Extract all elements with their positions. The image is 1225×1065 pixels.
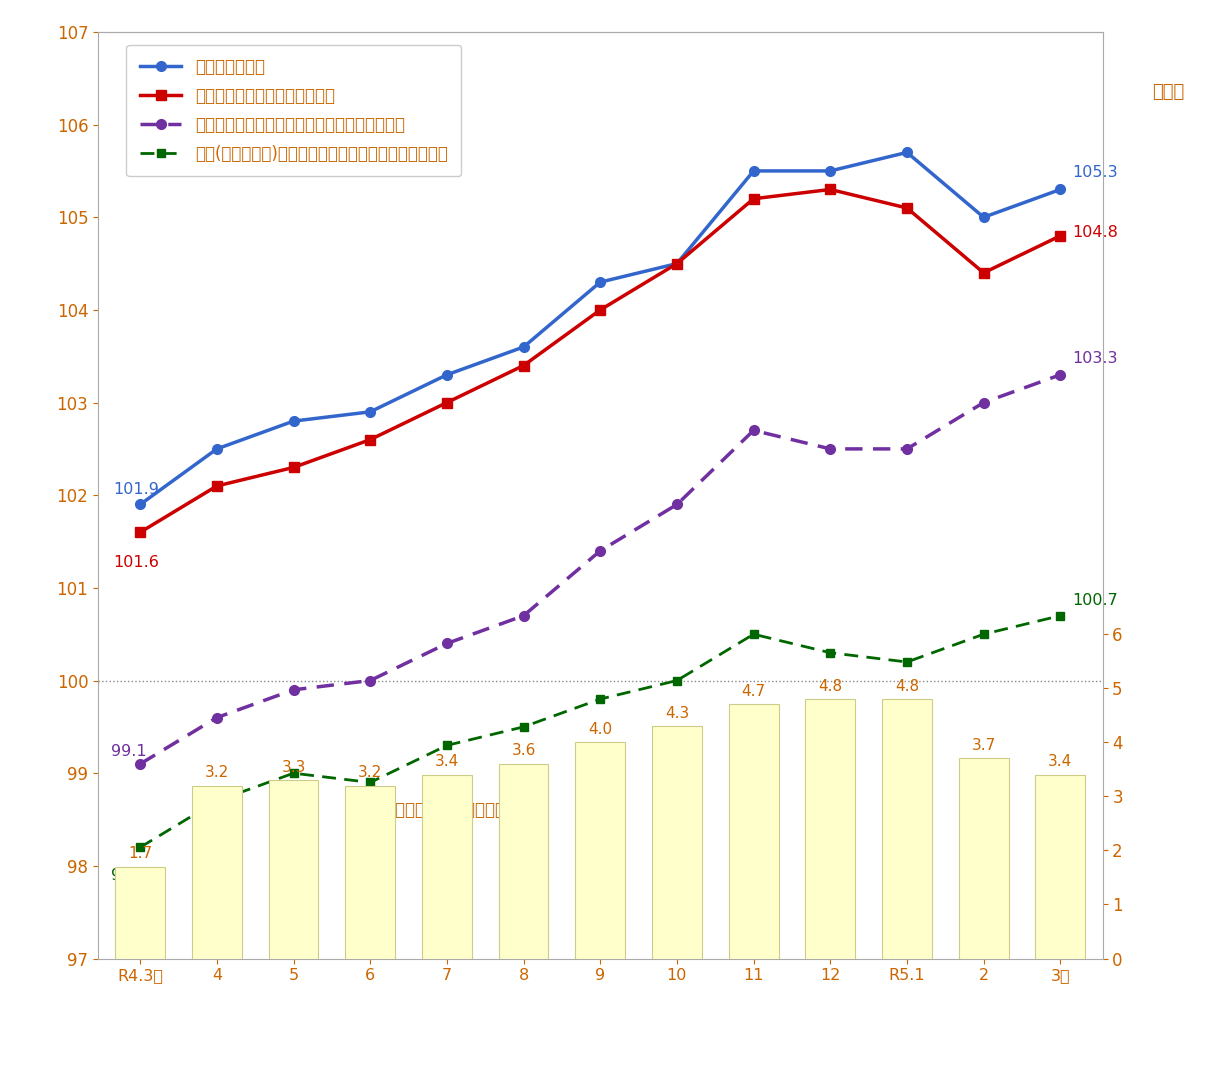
Y-axis label: （％）: （％） bbox=[1152, 83, 1183, 101]
Bar bbox=[268, 780, 318, 958]
Bar bbox=[882, 699, 932, 958]
Text: 3.7: 3.7 bbox=[971, 738, 996, 753]
Bar bbox=[652, 726, 702, 958]
Bar bbox=[345, 786, 396, 958]
Text: 4.8: 4.8 bbox=[818, 678, 843, 693]
Bar bbox=[576, 742, 625, 958]
Bar bbox=[421, 774, 472, 958]
Bar bbox=[192, 786, 241, 958]
Bar bbox=[959, 758, 1008, 958]
Text: 98.2: 98.2 bbox=[110, 868, 147, 883]
Text: 4.7: 4.7 bbox=[741, 684, 766, 699]
Bar bbox=[499, 764, 549, 959]
Text: 4.3: 4.3 bbox=[665, 706, 688, 721]
Text: 3.2: 3.2 bbox=[358, 765, 382, 780]
Text: 3.2: 3.2 bbox=[205, 765, 229, 780]
Bar bbox=[1035, 774, 1085, 958]
Text: 101.6: 101.6 bbox=[114, 556, 159, 571]
Text: 103.3: 103.3 bbox=[1072, 350, 1117, 365]
Text: 1.7: 1.7 bbox=[129, 847, 152, 862]
Text: 4.0: 4.0 bbox=[588, 722, 612, 737]
Text: 99.1: 99.1 bbox=[110, 744, 147, 759]
Text: 3.6: 3.6 bbox=[511, 743, 535, 758]
Text: 104.8: 104.8 bbox=[1072, 226, 1117, 241]
Text: 101.9: 101.9 bbox=[114, 482, 159, 497]
Bar bbox=[729, 704, 779, 958]
Text: 3.4: 3.4 bbox=[435, 754, 459, 769]
Text: 100.7: 100.7 bbox=[1072, 593, 1117, 608]
Legend: 総合（左目盛）, 生鮮食品を除く総合（左目盛）, 生鮮食品及びエネルギーを除く総合（左目盛）, 食料(酒類を除く)及びエネルギーを除く総合（左目盛）: 総合（左目盛）, 生鮮食品を除く総合（左目盛）, 生鮮食品及びエネルギーを除く総… bbox=[126, 45, 461, 176]
Bar bbox=[115, 867, 165, 958]
Bar bbox=[805, 699, 855, 958]
Text: 3.3: 3.3 bbox=[282, 759, 306, 774]
Text: 3.4: 3.4 bbox=[1049, 754, 1072, 769]
Text: 4.8: 4.8 bbox=[895, 678, 919, 693]
Text: 総合前年同月比（右目盛　％）: 総合前年同月比（右目盛 ％） bbox=[386, 801, 526, 819]
Text: 105.3: 105.3 bbox=[1072, 165, 1117, 180]
